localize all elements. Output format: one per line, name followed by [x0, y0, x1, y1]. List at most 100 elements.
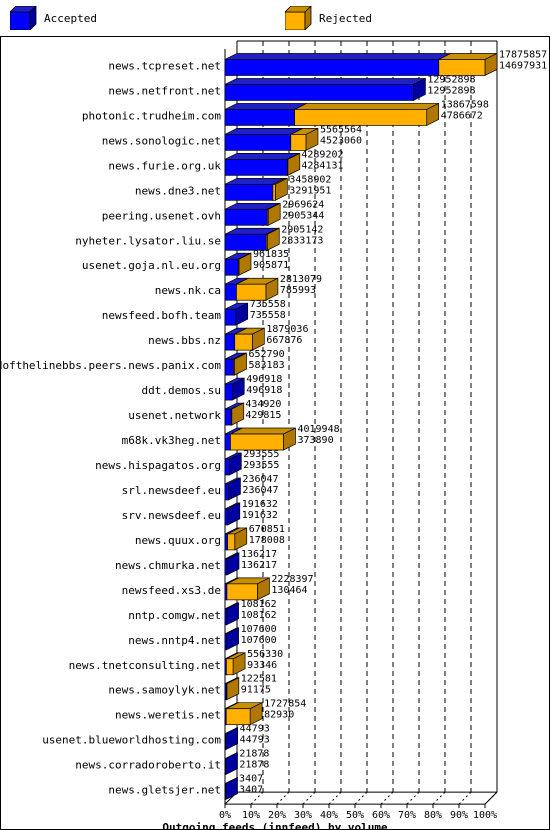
- category-label: srl.newsdeef.eu: [122, 484, 221, 497]
- accepted-bar-top: [224, 78, 426, 85]
- accepted-bar-side: [227, 502, 241, 526]
- accepted-value-label: 293555: [243, 460, 279, 471]
- x-tick-label: 30%: [294, 810, 312, 821]
- accepted-value-label: 4284131: [301, 160, 343, 171]
- offered-value-label: 108162: [241, 599, 277, 610]
- floor-tick-line: [354, 791, 368, 805]
- offered-value-label: 434920: [245, 399, 281, 410]
- accepted-bar: [224, 758, 226, 775]
- category-label: news.tcpreset.net: [108, 59, 221, 72]
- accepted-bar: [224, 633, 227, 651]
- rejected-bar: [234, 333, 253, 351]
- accepted-bar-side: [225, 752, 238, 776]
- accepted-bar: [224, 458, 230, 476]
- offered-value-label: 122581: [241, 674, 277, 685]
- category-label: news.corradoroberto.it: [75, 759, 221, 772]
- rejected-bar: [265, 233, 268, 251]
- offered-value-label: 21878: [239, 749, 269, 760]
- category-label: news.chmurka.net: [115, 559, 221, 572]
- floor-tick-line: [380, 791, 394, 805]
- offered-value-label: 4289202: [301, 149, 343, 160]
- offered-value-label: 2228397: [271, 574, 313, 585]
- accepted-value-label: 3407: [239, 785, 263, 796]
- rejected-bar: [237, 258, 240, 276]
- accepted-bar: [224, 159, 288, 176]
- category-label: newsfeed.bofh.team: [102, 309, 222, 322]
- category-label: news.furie.org.uk: [108, 159, 221, 172]
- accepted-bar: [224, 134, 292, 151]
- floor-tick-line: [328, 791, 342, 805]
- offered-value-label: 1727854: [264, 699, 306, 710]
- category-label: photonic.trudheim.com: [82, 109, 221, 122]
- accepted-value-label: 429815: [245, 410, 281, 421]
- category-label: news.quux.org: [135, 534, 221, 547]
- category-label: news.weretis.net: [115, 709, 221, 722]
- rejected-bar: [272, 183, 276, 201]
- accepted-value-label: 4523060: [320, 135, 362, 146]
- accepted-bar: [224, 608, 227, 626]
- accepted-bar: [224, 483, 229, 501]
- accepted-bar-top: [224, 153, 300, 160]
- floor-edge-right: [484, 791, 498, 805]
- offered-value-label: 652790: [248, 349, 284, 360]
- accepted-bar: [224, 508, 229, 526]
- category-label: news.netfront.net: [108, 84, 221, 97]
- accepted-bar-side: [225, 727, 239, 751]
- accepted-value-label: 496918: [246, 385, 282, 396]
- offered-value-label: 236047: [242, 474, 278, 485]
- accepted-value-label: 93346: [247, 660, 277, 671]
- accepted-value-label: 82930: [264, 710, 294, 721]
- category-label: news.tnetconsulting.net: [69, 659, 221, 672]
- x-tick-label: 90%: [450, 810, 468, 821]
- accepted-bar: [224, 358, 234, 376]
- rejected-bar: [225, 683, 228, 701]
- accepted-value-label: 735558: [250, 310, 286, 321]
- rejected-bar: [236, 283, 267, 301]
- category-label: usenet.blueworldhosting.com: [42, 734, 221, 747]
- accepted-value-label: 108162: [241, 610, 277, 621]
- accepted-value-label: 44793: [240, 735, 270, 746]
- offered-value-label: 2969624: [282, 199, 324, 210]
- accepted-value-label: 2905344: [282, 210, 324, 221]
- x-tick-label: 40%: [320, 810, 338, 821]
- rejected-bar: [294, 109, 428, 126]
- accepted-value-label: 191632: [242, 510, 278, 521]
- accepted-bar: [224, 59, 440, 76]
- accepted-swatch-icon: [9, 5, 37, 31]
- category-label: endofthelinebbs.peers.news.panix.com: [1, 359, 221, 372]
- offered-value-label: 1879036: [266, 324, 308, 335]
- rejected-bar-top: [294, 103, 439, 110]
- offered-value-label: 44793: [240, 724, 270, 735]
- accepted-bar: [224, 283, 237, 301]
- accepted-value-label: 14697931: [499, 60, 547, 71]
- accepted-value-label: 905871: [253, 260, 289, 271]
- accepted-value-label: 785993: [280, 285, 316, 296]
- offered-value-label: 961835: [253, 249, 289, 260]
- offered-value-label: 735558: [250, 299, 286, 310]
- accepted-value-label: 12952898: [427, 85, 475, 96]
- x-tick-label: 100%: [473, 810, 497, 821]
- category-label: news.hispagatos.org: [95, 459, 221, 472]
- category-label: news.dne3.net: [135, 184, 221, 197]
- category-label: news.sonologic.net: [102, 134, 221, 147]
- offered-value-label: 293555: [243, 449, 279, 460]
- category-label: nntp.comgw.net: [128, 609, 221, 622]
- accepted-value-label: 3291951: [289, 185, 331, 196]
- accepted-bar: [224, 109, 295, 126]
- rejected-bar: [226, 583, 258, 601]
- category-label: news.samoylyk.net: [108, 684, 221, 697]
- accepted-value-label: 130464: [271, 585, 307, 596]
- accepted-bar: [224, 333, 236, 351]
- accepted-value-label: 178008: [249, 535, 285, 546]
- legend-label-rejected: Rejected: [319, 12, 372, 25]
- rejected-bar: [438, 59, 486, 76]
- category-label: usenet.goja.nl.eu.org: [82, 259, 221, 272]
- floor-tick-line: [458, 791, 472, 805]
- accepted-bar: [224, 558, 228, 576]
- accepted-bar: [224, 183, 274, 201]
- accepted-value-label: 21878: [239, 760, 269, 771]
- accepted-value-label: 667876: [266, 335, 302, 346]
- floor-tick-line: [406, 791, 420, 805]
- offered-value-label: 136217: [241, 549, 277, 560]
- rejected-bar: [230, 408, 233, 426]
